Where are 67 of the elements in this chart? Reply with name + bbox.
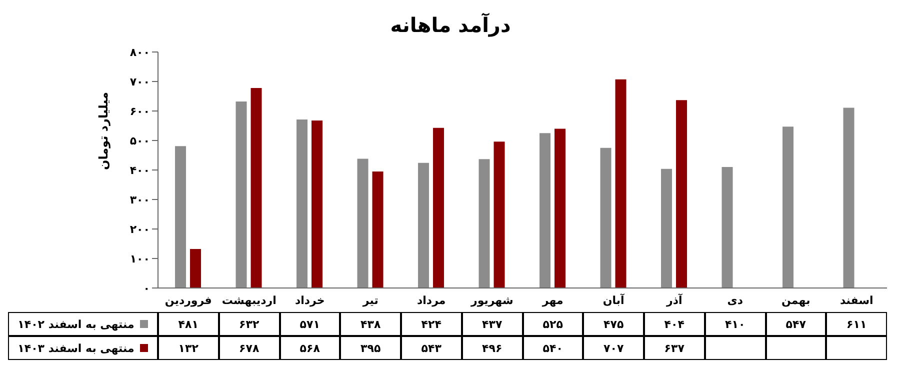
x-tick-label: اسفند xyxy=(840,294,874,307)
y-tick-label: ۱۰۰ xyxy=(130,252,150,266)
y-tick-label: ۳۰۰ xyxy=(130,193,150,206)
y-tick-label: ۷۰۰ xyxy=(130,75,150,88)
bar xyxy=(190,249,202,288)
bar xyxy=(175,146,186,288)
x-tick-label: تیر xyxy=(362,294,378,307)
chart-title: درآمد ماهانه xyxy=(389,12,512,39)
y-tick-label: ۲۰۰ xyxy=(130,222,150,236)
data-label: ۴۳۷ xyxy=(482,318,502,330)
x-tick-label: خرداد xyxy=(294,294,325,307)
bar xyxy=(478,159,490,288)
y-tick-label: ۵۰۰ xyxy=(130,134,150,148)
bar xyxy=(296,120,308,288)
data-label: ۵۶۸ xyxy=(300,342,320,354)
data-label: ۵۴۷ xyxy=(786,318,806,330)
bar xyxy=(554,128,566,288)
bar xyxy=(782,126,794,288)
y-axis-title: میلیارد تومان xyxy=(96,92,110,170)
bar xyxy=(600,148,612,288)
data-label: ۵۴۳ xyxy=(421,342,442,354)
data-label: ۴۹۶ xyxy=(482,342,502,354)
legend-label: منتهی به اسفند ۱۴۰۳ xyxy=(8,336,158,360)
x-tick-label: اردیبهشت xyxy=(222,294,276,307)
bar xyxy=(250,88,262,288)
data-label: ۴۳۸ xyxy=(360,318,381,330)
bar xyxy=(676,100,688,288)
x-tick-label: آبان xyxy=(602,292,625,307)
x-tick-label: شهریور xyxy=(470,294,514,307)
x-tick-label: دی xyxy=(727,294,744,307)
data-label: ۷۰۷ xyxy=(604,342,624,354)
data-label: ۱۳۲ xyxy=(178,342,198,354)
x-tick-label: فروردین xyxy=(164,294,212,307)
bar xyxy=(494,142,505,288)
data-label: ۴۲۴ xyxy=(421,318,442,330)
bar xyxy=(661,168,672,288)
bar xyxy=(843,108,854,288)
bar xyxy=(372,171,384,288)
data-label: ۳۹۵ xyxy=(360,342,381,354)
bar xyxy=(615,79,626,288)
x-tick-label: بهمن xyxy=(782,294,810,307)
data-label: ۴۸۱ xyxy=(178,318,198,330)
y-tick-label: ۸۰۰ xyxy=(130,46,150,59)
bar xyxy=(433,128,444,288)
y-tick-label: ۴۰۰ xyxy=(130,164,150,177)
bar xyxy=(418,162,430,288)
x-tick-label: مهر xyxy=(541,294,564,307)
data-label: ۴۰۴ xyxy=(664,318,684,330)
data-label: ۴۷۵ xyxy=(604,318,624,330)
data-label: ۵۲۵ xyxy=(542,318,563,330)
data-label: ۵۷۱ xyxy=(300,318,320,330)
legend-label: منتهی به اسفند ۱۴۰۲ xyxy=(8,312,158,336)
data-label: ۶۱۱ xyxy=(846,318,867,330)
x-tick-label: آذر xyxy=(666,292,682,307)
data-label: ۵۴۰ xyxy=(542,342,563,354)
bar xyxy=(312,120,323,288)
bar xyxy=(540,133,551,288)
data-label: ۶۳۲ xyxy=(239,318,260,330)
data-label: ۶۷۸ xyxy=(239,342,260,354)
y-tick-label: ۰ xyxy=(143,282,150,295)
bar xyxy=(722,167,733,288)
data-label: ۴۱۰ xyxy=(725,318,746,330)
bar xyxy=(236,102,247,288)
x-tick-label: مرداد xyxy=(417,294,446,307)
data-label: ۶۳۷ xyxy=(664,342,684,354)
bar xyxy=(357,158,368,288)
y-tick-label: ۶۰۰ xyxy=(130,104,150,118)
